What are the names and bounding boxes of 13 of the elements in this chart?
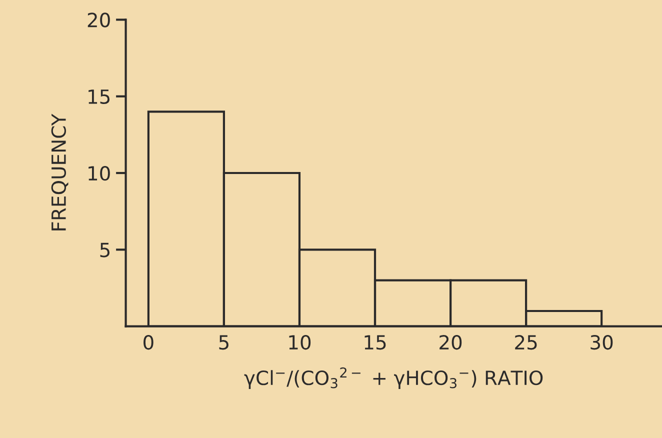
x-tick-label: 20 xyxy=(440,334,462,350)
y-tick-label: 15 xyxy=(88,90,110,104)
x-tick-label: 0 xyxy=(144,334,154,350)
x-tick-label: 30 xyxy=(590,334,613,350)
x-tick-label: 15 xyxy=(364,335,386,350)
x-tick-label: 5 xyxy=(219,335,228,350)
x-tick-label: 10 xyxy=(289,334,311,350)
y-axis-title: FREQUENCY xyxy=(51,114,68,230)
y-tick-label: 20 xyxy=(88,12,110,28)
y-tick-label: 10 xyxy=(88,166,110,181)
y-tick-label: 5 xyxy=(100,242,110,258)
x-tick-label: 25 xyxy=(515,334,537,350)
text: γCl$^{−}$/(CO$_{3}$$^{2−}$ + γHCO$_{3}$$^{−}$) RATIO xyxy=(244,367,543,389)
